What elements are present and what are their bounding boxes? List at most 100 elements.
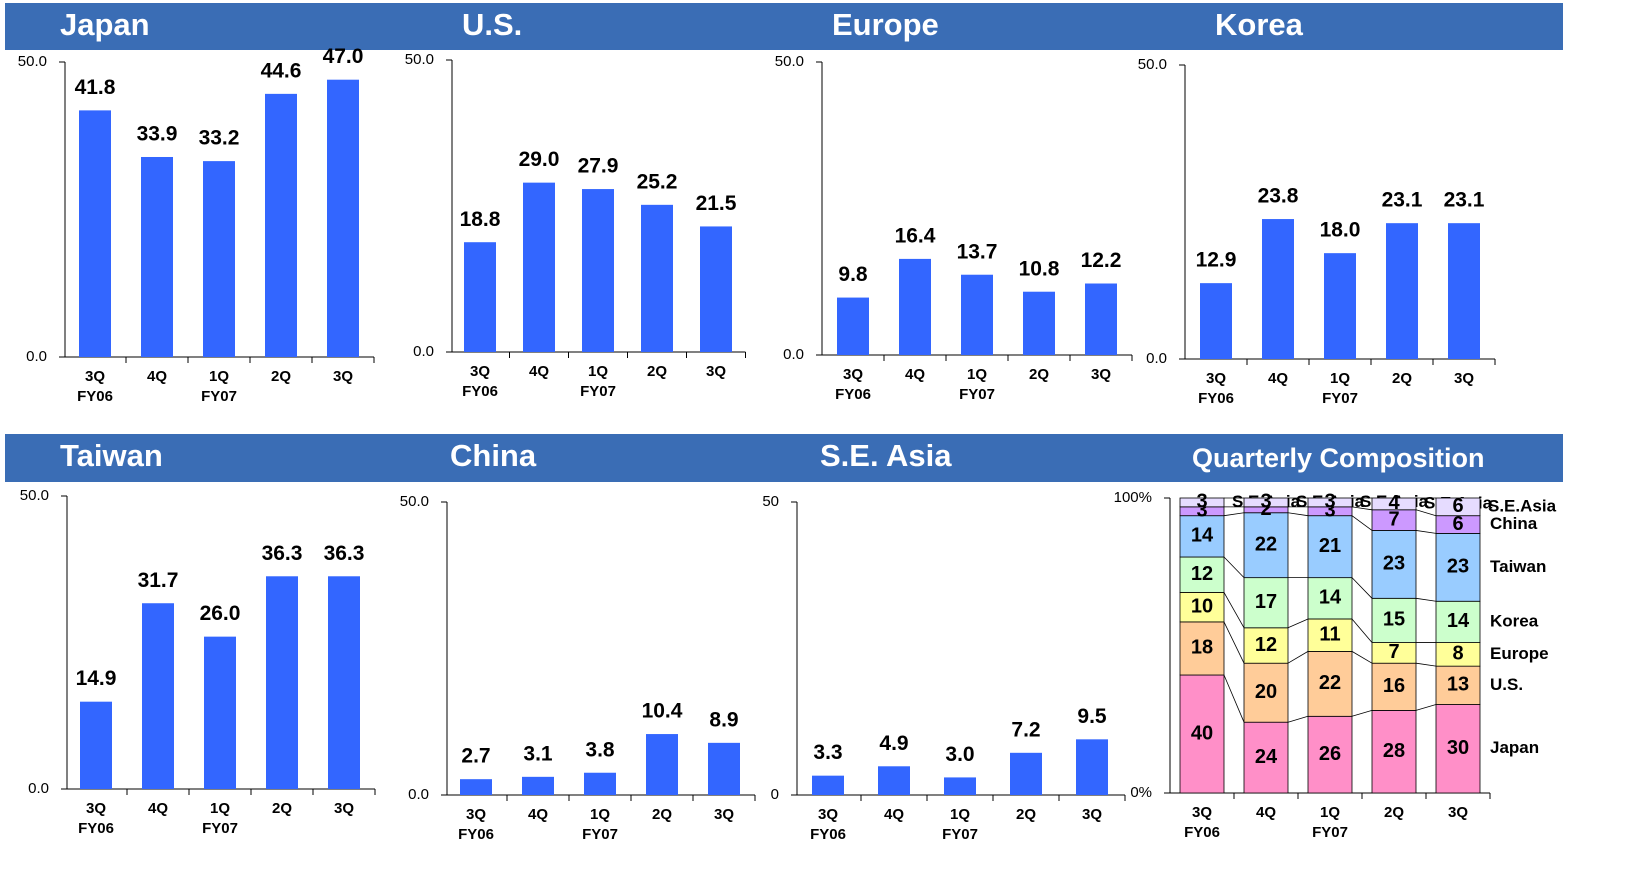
data-label: 9.8: [838, 263, 868, 286]
data-label: 23.1: [1444, 189, 1485, 212]
legend-label: Korea: [1490, 611, 1539, 630]
legend-label: Taiwan: [1490, 557, 1546, 576]
data-label: 27.9: [578, 155, 619, 178]
x-tick-label: 2Q: [647, 363, 667, 380]
data-label: 10.8: [1019, 257, 1060, 280]
segment-label: 21: [1319, 535, 1341, 557]
segment-label: 13: [1447, 674, 1469, 696]
y-tick-label: 50.0: [20, 487, 49, 504]
y-tick-label: 100%: [1114, 489, 1152, 506]
x-tick-label: 3Q: [333, 368, 353, 385]
segment-label: 22: [1255, 533, 1277, 555]
x-group-label: FY06: [77, 388, 113, 405]
data-label: 9.5: [1077, 705, 1107, 728]
connector: [1351, 577, 1373, 599]
bar-segment: [1243, 662, 1289, 723]
bar: [1023, 291, 1055, 355]
x-group-label: FY06: [462, 383, 498, 400]
x-tick-label: 1Q: [590, 806, 610, 823]
x-tick-label: 1Q: [209, 368, 229, 385]
x-group-label: FY06: [835, 386, 871, 403]
segment-label: 7: [1388, 641, 1399, 663]
x-tick-label: 4Q: [528, 806, 548, 823]
segment-label: 14: [1319, 587, 1342, 609]
x-tick-label: 2Q: [1384, 804, 1404, 821]
x-tick-label: 4Q: [529, 363, 549, 380]
bar: [328, 576, 360, 789]
data-label: 7.2: [1011, 718, 1040, 741]
y-tick-label: 0%: [1130, 784, 1152, 801]
data-label: 41.8: [75, 76, 116, 99]
x-tick-label: 4Q: [1256, 804, 1276, 821]
data-label: 4.9: [879, 732, 908, 755]
y-tick-label: 0.0: [413, 343, 434, 360]
x-group-label: FY07: [201, 388, 237, 405]
bar-segment: [1243, 627, 1289, 664]
x-group-label: FY06: [78, 820, 114, 837]
data-label: 3.0: [945, 743, 974, 766]
segment-label: 14: [1447, 610, 1470, 632]
segment-label: 24: [1255, 746, 1278, 768]
y-tick-label: 50: [762, 493, 779, 510]
connector: [1351, 618, 1373, 643]
bar-segment: [1371, 597, 1417, 643]
segment-label: 3: [1260, 491, 1271, 513]
bar: [142, 603, 174, 789]
segment-label: 40: [1191, 722, 1213, 744]
y-tick-label: 0.0: [408, 786, 429, 803]
y-tick-label: 0.0: [783, 346, 804, 363]
bar-segment: [1179, 592, 1225, 623]
connector: [1415, 530, 1437, 534]
connector: [1223, 592, 1245, 628]
data-label: 18.8: [460, 208, 501, 231]
data-label: 13.7: [957, 240, 998, 263]
segment-label: 10: [1191, 595, 1213, 617]
bar: [646, 734, 678, 795]
x-tick-label: 3Q: [1091, 366, 1111, 383]
bar: [204, 636, 236, 789]
data-label: 44.6: [261, 59, 302, 82]
y-tick-label: 50.0: [1138, 56, 1167, 73]
data-label: 2.7: [461, 745, 490, 768]
segment-label: 7: [1388, 508, 1399, 530]
bar: [464, 242, 496, 352]
bar: [641, 204, 673, 352]
segment-label: 22: [1319, 672, 1341, 694]
x-group-label: FY06: [1184, 824, 1220, 841]
header-band: [5, 3, 1563, 50]
x-tick-label: 2Q: [652, 806, 672, 823]
bar: [878, 766, 910, 795]
segment-label: 2: [1260, 498, 1271, 520]
bar-segment: [1435, 600, 1481, 643]
bar: [700, 226, 732, 352]
y-tick-label: 0.0: [1146, 350, 1167, 367]
x-tick-label: 3Q: [1454, 370, 1474, 387]
segment-label: 3: [1196, 500, 1207, 522]
legend-label: China: [1490, 514, 1538, 533]
x-group-label: FY06: [1198, 390, 1234, 407]
data-label: 36.3: [262, 542, 303, 565]
connector: [1223, 512, 1245, 517]
bar: [944, 777, 976, 795]
bar: [708, 742, 740, 795]
x-tick-label: 4Q: [905, 366, 925, 383]
bar-segment: [1435, 497, 1481, 517]
x-tick-label: 3Q: [85, 368, 105, 385]
bar-segment: [1307, 497, 1353, 508]
data-label: 33.9: [137, 123, 178, 146]
bar: [522, 776, 554, 795]
chart-title: Japan: [60, 7, 150, 42]
connector: [1223, 556, 1245, 578]
chart-title: Europe: [832, 7, 939, 42]
legend-label: Europe: [1490, 644, 1549, 663]
bar: [141, 156, 173, 357]
x-tick-label: 3Q: [843, 366, 863, 383]
segment-label: 17: [1255, 591, 1277, 613]
bar: [80, 701, 112, 789]
x-group-label: FY07: [580, 383, 616, 400]
x-tick-label: 3Q: [714, 806, 734, 823]
y-tick-label: 50.0: [400, 493, 429, 510]
connector: [1287, 715, 1309, 723]
connector: [1415, 597, 1437, 602]
data-label: 47.0: [323, 45, 364, 68]
